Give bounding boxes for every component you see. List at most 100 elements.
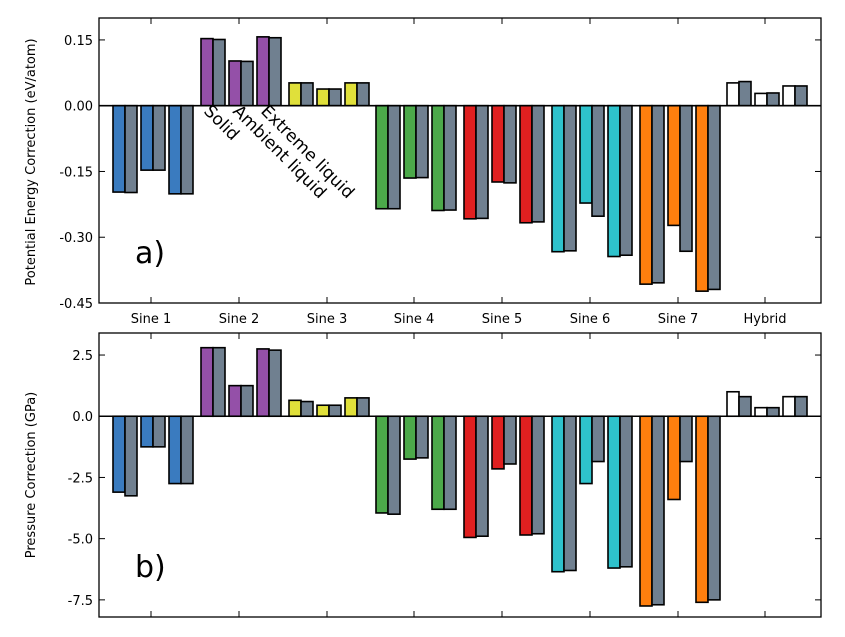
- panel-b-bar-sine-6-state-3-reference: [619, 415, 633, 568]
- panel-b-bar-sine-6-state-2: [579, 415, 593, 485]
- panel-a-bar-hybrid-state-2-reference: [766, 92, 780, 107]
- panel-a-bar-sine-2-state-2: [228, 60, 242, 107]
- panel-b-bar-sine-1-state-2: [140, 415, 154, 448]
- panel-b-bar-sine-2-state-3: [256, 348, 270, 418]
- panel-b-bar-hybrid-state-3-reference: [794, 395, 808, 418]
- panel-b-bar-sine-1-state-1: [112, 415, 126, 493]
- panel-a-bar-hybrid-state-3: [782, 85, 796, 107]
- xtick-label-sine-1: Sine 1: [131, 312, 172, 327]
- panel-a-bar-sine-6-state-1-reference: [563, 104, 577, 252]
- panel-a-bar-sine-1-state-3-reference: [180, 104, 194, 195]
- panel-b-bar-sine-4-state-2: [403, 415, 417, 460]
- panel-a-ytick-label: 0.15: [64, 34, 93, 49]
- panel-a-bar-sine-2-state-1-reference: [212, 38, 226, 107]
- panel-a-bar-sine-7-state-2: [667, 104, 681, 227]
- panel-b-ytick-label: -7.5: [68, 594, 93, 609]
- panel-a-bar-sine-4-state-1: [375, 104, 389, 210]
- panel-a-bar-sine-3-state-2-reference: [328, 88, 342, 107]
- panel-b-bar-sine-4-state-1-reference: [387, 415, 401, 515]
- panel-b-bar-sine-5-state-2-reference: [503, 415, 517, 465]
- panel-b-bar-hybrid-state-1-reference: [738, 395, 752, 418]
- panel-b-bar-sine-7-state-3: [695, 415, 709, 604]
- panel-b-bar-sine-1-state-3: [168, 415, 182, 485]
- panel-a-bar-hybrid-state-2: [754, 92, 768, 107]
- panel-a-bar-sine-5-state-3-reference: [531, 104, 545, 223]
- panel-b: Pressure Correction (GPa) 2.5 0.0 -2.5 -5.0…: [24, 332, 822, 618]
- panel-a-bar-sine-5-state-1-reference: [475, 104, 489, 220]
- panel-b-ytick-label: 2.5: [72, 349, 93, 364]
- panel-b-bar-hybrid-state-2-reference: [766, 406, 780, 418]
- panel-b-bar-sine-5-state-1: [463, 415, 477, 539]
- panel-a-ytick-label: -0.30: [59, 231, 93, 246]
- panel-b-bar-hybrid-state-1: [726, 390, 740, 418]
- panel-a-bar-sine-1-state-3: [168, 104, 182, 195]
- panel-b-frame: [98, 332, 822, 618]
- panel-b-ylabel: Pressure Correction (GPa): [24, 392, 39, 558]
- xtick-label-sine-4: Sine 4: [394, 312, 435, 327]
- panel-a-bar-sine-6-state-2: [579, 104, 593, 204]
- panel-b-bar-sine-5-state-3-reference: [531, 415, 545, 535]
- panel-a-bar-sine-2-state-3: [256, 36, 270, 107]
- panel-a-bar-sine-4-state-1-reference: [387, 104, 401, 210]
- panel-b-bar-sine-3-state-3-reference: [356, 397, 370, 418]
- panel-b-bar-sine-1-state-1-reference: [124, 415, 138, 497]
- panel-a-bar-sine-4-state-3-reference: [443, 104, 457, 211]
- panel-a-bar-sine-3-state-3: [344, 82, 358, 107]
- panel-a-bar-sine-4-state-3: [431, 104, 445, 212]
- panel-a-bar-sine-2-state-3-reference: [268, 36, 282, 107]
- panel-b-bar-sine-2-state-2: [228, 384, 242, 418]
- panel-a-bar-sine-3-state-1-reference: [300, 82, 314, 107]
- panel-a-bar-sine-6-state-2-reference: [591, 104, 605, 217]
- panel-a-bar-sine-4-state-2-reference: [415, 104, 429, 179]
- panel-b-ytick-label: 0.0: [72, 410, 93, 425]
- panel-a-bar-sine-5-state-2-reference: [503, 104, 517, 184]
- panel-a-bar-hybrid-state-1-reference: [738, 80, 752, 107]
- panel-b-bar-sine-3-state-1-reference: [300, 400, 314, 418]
- panel-b-plot-area: 2.5 0.0 -2.5 -5.0 -7.5: [68, 332, 822, 618]
- panel-b-bar-sine-3-state-2: [316, 404, 330, 418]
- panel-a-bar-sine-1-state-1-reference: [124, 104, 138, 194]
- panel-b-bar-sine-1-state-3-reference: [180, 415, 194, 485]
- panel-b-bar-hybrid-state-3: [782, 395, 796, 418]
- xtick-label-hybrid: Hybrid: [744, 312, 787, 327]
- panel-b-bar-sine-7-state-2-reference: [679, 415, 693, 463]
- panel-b-ytick-label: -5.0: [68, 533, 93, 548]
- panel-a-ytick-label: -0.45: [59, 297, 93, 312]
- xtick-label-sine-5: Sine 5: [482, 312, 523, 327]
- panel-b-bar-sine-5-state-3: [519, 415, 533, 536]
- panel-b-bar-hybrid-state-2: [754, 406, 768, 418]
- panel-b-bar-sine-5-state-2: [491, 415, 505, 470]
- panel-a-bar-sine-7-state-3: [695, 104, 709, 292]
- panel-b-bar-sine-7-state-1: [639, 415, 653, 607]
- panel-b-bar-sine-6-state-1-reference: [563, 415, 577, 572]
- panel-b-bar-sine-6-state-2-reference: [591, 415, 605, 463]
- xtick-label-sine-6: Sine 6: [570, 312, 611, 327]
- panel-a-bar-sine-5-state-3: [519, 104, 533, 224]
- panel-b-bar-sine-1-state-2-reference: [152, 415, 166, 448]
- panel-a-bar-hybrid-state-3-reference: [794, 85, 808, 107]
- panel-a-bar-hybrid-state-1: [726, 82, 740, 107]
- panel-a-frame: [98, 17, 822, 304]
- panel-a-bar-sine-6-state-1: [551, 104, 565, 253]
- panel-b-bar-sine-4-state-1: [375, 415, 389, 514]
- panel-b-bar-sine-4-state-3: [431, 415, 445, 511]
- panel-b-bar-sine-5-state-1-reference: [475, 415, 489, 538]
- panel-a-plot-area: 0.15 0.00 -0.15 -0.30 -0.45 Sine 1 Sine 2 Sine …: [59, 17, 822, 327]
- xtick-label-sine-3: Sine 3: [307, 312, 348, 327]
- panel-a-bar-sine-6-state-3: [607, 104, 621, 258]
- panel-b-bar-sine-2-state-3-reference: [268, 349, 282, 418]
- panel-a-bar-sine-1-state-1: [112, 104, 126, 193]
- panel-b-bar-sine-3-state-1: [288, 399, 302, 418]
- panel-b-bar-sine-2-state-1: [200, 346, 214, 418]
- panel-a-bar-sine-7-state-1: [639, 104, 653, 285]
- panel-a-bar-sine-3-state-3-reference: [356, 82, 370, 107]
- panel-a-ylabel: Potential Energy Correction (eV/atom): [24, 38, 39, 285]
- panel-a-bar-sine-3-state-2: [316, 88, 330, 107]
- panel-b-bar-sine-6-state-1: [551, 415, 565, 573]
- panel-a-bar-sine-3-state-1: [288, 82, 302, 107]
- panel-b-label: b): [135, 550, 166, 585]
- panel-b-bar-sine-7-state-3-reference: [707, 415, 721, 601]
- panel-a-label: a): [135, 236, 165, 271]
- panel-b-bar-sine-4-state-3-reference: [443, 415, 457, 511]
